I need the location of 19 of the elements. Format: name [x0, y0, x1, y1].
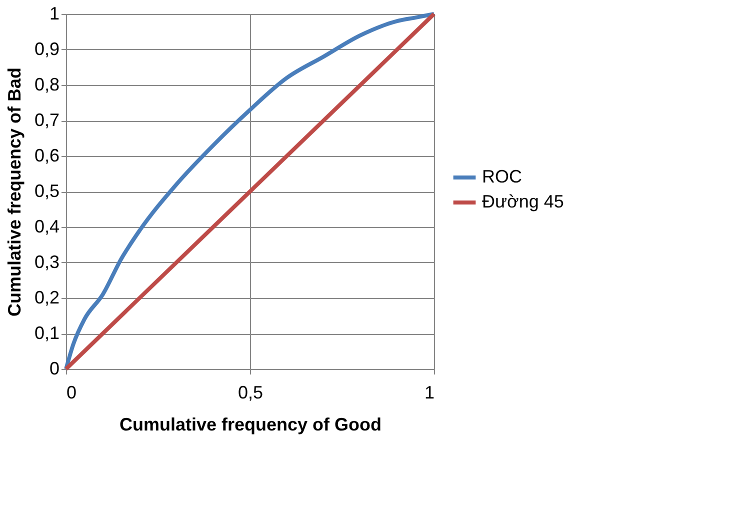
y-tick-label: 0,7 [34, 110, 60, 130]
x-tick-label: 0 [66, 382, 77, 402]
y-tick-label: 0,1 [34, 323, 60, 343]
legend-label: ROC [482, 166, 522, 186]
y-tick-label: 0,9 [34, 39, 60, 59]
x-axis-title: Cumulative frequency of Good [119, 414, 382, 434]
x-tick-label: 1 [424, 382, 434, 402]
y-tick-label: 1 [49, 4, 60, 24]
y-tick-label: 0,6 [34, 146, 60, 166]
y-tick-label: 0,2 [34, 288, 60, 308]
y-tick-label: 0,3 [34, 252, 60, 272]
y-tick-label: 0,8 [34, 74, 60, 94]
legend-label: Đường 45 [482, 192, 564, 212]
y-axis-title: Cumulative frequency of Bad [4, 67, 24, 317]
y-tick-label: 0 [49, 358, 60, 378]
line-series [64, 12, 436, 371]
y-tick-label: 0,5 [34, 181, 60, 201]
y-tick-label: 0,4 [34, 216, 60, 236]
x-tick-label: 0,5 [238, 382, 264, 402]
